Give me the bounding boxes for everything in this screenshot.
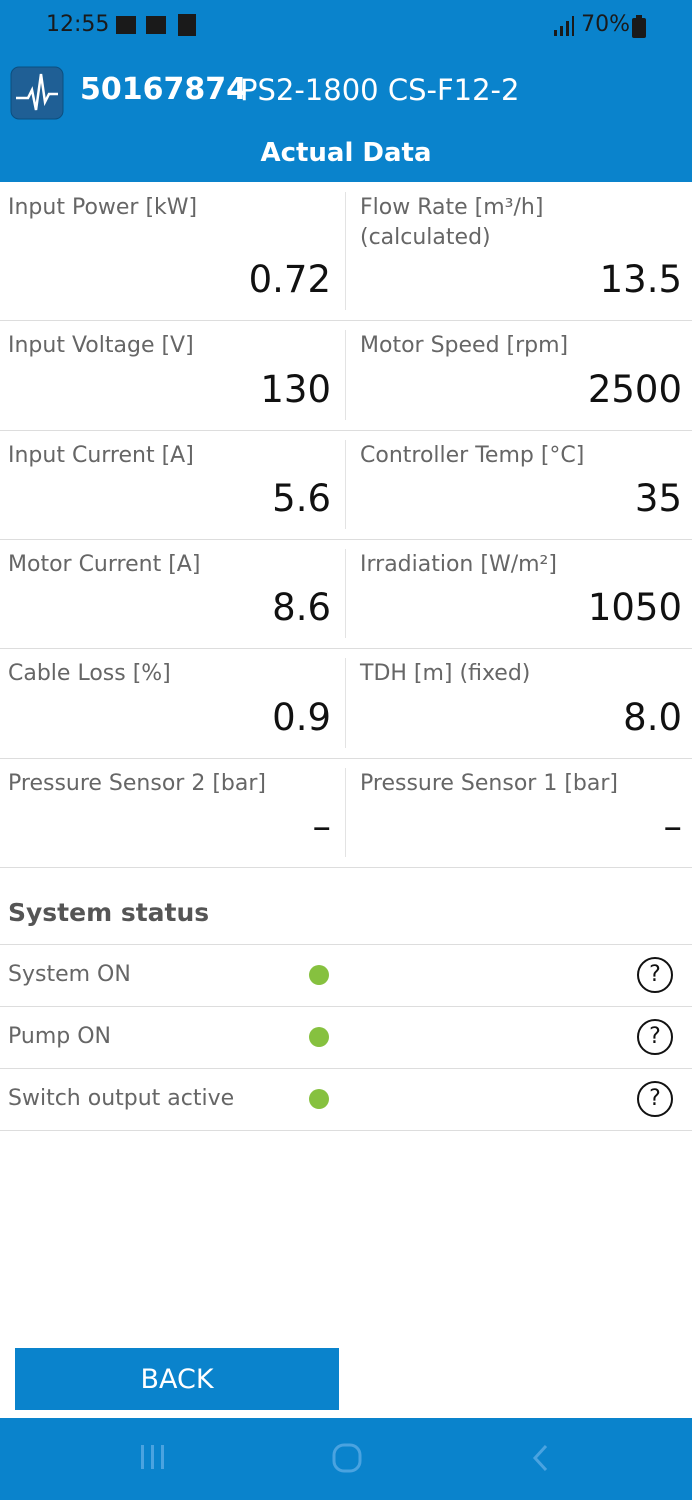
reading-label: Controller Temp [°C] xyxy=(360,443,585,468)
row-divider xyxy=(0,1006,692,1007)
back-button[interactable]: BACK xyxy=(15,1348,339,1410)
status-indicator xyxy=(309,1089,329,1109)
app-logo xyxy=(10,66,64,120)
reading-sublabel: (calculated) xyxy=(360,225,491,250)
status-time: 12:55 xyxy=(46,12,110,37)
back-nav[interactable] xyxy=(532,1444,548,1472)
row-divider xyxy=(0,758,692,759)
row-divider xyxy=(0,944,692,945)
help-button[interactable]: ? xyxy=(637,957,673,993)
status-label: Switch output active xyxy=(8,1086,235,1111)
column-divider xyxy=(345,549,346,638)
reading-value: 130 xyxy=(260,368,331,411)
status-label: System ON xyxy=(8,962,131,987)
app-header: 12:55 70% 50167874 PS2-1800 CS-F12-2 Act… xyxy=(0,0,692,182)
reading-label: TDH [m] (fixed) xyxy=(360,661,531,686)
reading-value: 35 xyxy=(634,477,682,520)
reading-cell: Motor Speed [rpm] 2500 xyxy=(352,320,692,430)
battery-level: 70% xyxy=(581,12,630,37)
reading-label: Irradiation [W/m²] xyxy=(360,552,557,577)
status-indicator xyxy=(309,965,329,985)
battery-icon xyxy=(632,15,646,38)
row-divider xyxy=(0,648,692,649)
reading-label: Pressure Sensor 2 [bar] xyxy=(8,771,266,796)
reading-value: 1050 xyxy=(587,586,682,629)
signal-icon xyxy=(554,16,574,36)
reading-label: Input Current [A] xyxy=(8,443,194,468)
reading-label: Flow Rate [m³/h] xyxy=(360,195,544,220)
row-divider xyxy=(0,1130,692,1131)
reading-cell: Pressure Sensor 1 [bar] – xyxy=(352,758,692,867)
reading-value: 5.6 xyxy=(272,477,331,520)
column-divider xyxy=(345,658,346,748)
reading-label: Pressure Sensor 1 [bar] xyxy=(360,771,618,796)
reading-value: 13.5 xyxy=(599,258,682,301)
reading-value: 8.6 xyxy=(272,586,331,629)
reading-value: 0.72 xyxy=(248,258,331,301)
nav-icons xyxy=(141,1443,548,1473)
reading-cell: Irradiation [W/m²] 1050 xyxy=(352,539,692,648)
status-icons xyxy=(116,14,196,36)
reading-value: – xyxy=(663,805,683,848)
reading-value: 8.0 xyxy=(623,696,682,739)
reading-label: Motor Current [A] xyxy=(8,552,201,577)
home-button[interactable] xyxy=(332,1443,362,1473)
status-label: Pump ON xyxy=(8,1024,111,1049)
status-indicator xyxy=(309,1027,329,1047)
row-divider xyxy=(0,867,692,868)
reading-value: – xyxy=(312,805,332,848)
reading-label: Motor Speed [rpm] xyxy=(360,333,569,358)
reading-cell: Flow Rate [m³/h] (calculated) 13.5 xyxy=(352,182,692,320)
column-divider xyxy=(345,192,346,310)
reading-cell: Cable Loss [%] 0.9 xyxy=(0,648,345,758)
row-divider xyxy=(0,320,692,321)
reading-cell: Input Current [A] 5.6 xyxy=(0,430,345,539)
section-title: System status xyxy=(8,898,210,927)
reading-cell: Pressure Sensor 2 [bar] – xyxy=(0,758,345,867)
help-button[interactable]: ? xyxy=(637,1081,673,1117)
row-divider xyxy=(0,430,692,431)
device-id: 50167874 xyxy=(80,72,247,107)
help-button[interactable]: ? xyxy=(637,1019,673,1055)
reading-value: 0.9 xyxy=(272,696,331,739)
column-divider xyxy=(345,330,346,420)
reading-label: Input Power [kW] xyxy=(8,195,198,220)
page-title: Actual Data xyxy=(260,138,432,168)
row-divider xyxy=(0,539,692,540)
reading-cell: TDH [m] (fixed) 8.0 xyxy=(352,648,692,758)
reading-cell: Controller Temp [°C] 35 xyxy=(352,430,692,539)
reading-cell: Input Power [kW] 0.72 xyxy=(0,182,345,320)
row-divider xyxy=(0,1068,692,1069)
device-model: PS2-1800 CS-F12-2 xyxy=(240,73,520,107)
reading-label: Cable Loss [%] xyxy=(8,661,171,686)
nav-bar xyxy=(0,1418,692,1500)
column-divider xyxy=(345,768,346,857)
column-divider xyxy=(345,440,346,529)
reading-value: 2500 xyxy=(587,368,682,411)
reading-label: Input Voltage [V] xyxy=(8,333,194,358)
reading-cell: Motor Current [A] 8.6 xyxy=(0,539,345,648)
reading-cell: Input Voltage [V] 130 xyxy=(0,320,345,430)
